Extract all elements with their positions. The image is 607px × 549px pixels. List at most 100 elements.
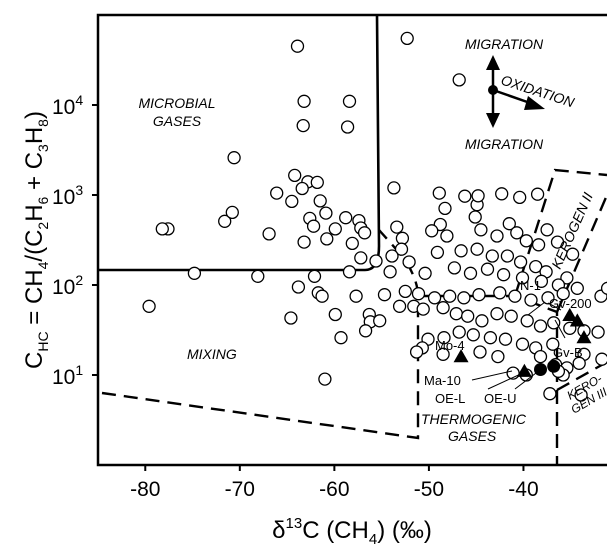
data-point-open-42 (345, 236, 359, 251)
data-point-triangle-2 (562, 307, 578, 321)
data-point-open-108 (416, 302, 430, 316)
data-point-open-101 (328, 307, 342, 322)
data-point-open-126 (498, 332, 513, 346)
data-point-open-104 (358, 324, 373, 338)
migration-bottom-label: MIGRATION (465, 136, 544, 152)
data-point-open-76 (463, 266, 478, 280)
y-tick-label-2: 103 (52, 182, 83, 209)
data-point-open-132 (436, 347, 450, 361)
data-point-open-7 (227, 151, 241, 165)
data-point-open-73 (383, 265, 397, 279)
data-point-open-127 (515, 337, 530, 351)
data-point-open-18 (339, 211, 353, 225)
data-point-open-72 (342, 265, 357, 279)
data-point-open-77 (480, 262, 495, 276)
data-point-open-51 (490, 229, 504, 243)
data-point-open-62 (470, 242, 484, 256)
data-point-triangle-0 (453, 349, 469, 363)
data-point-open-43 (390, 220, 404, 234)
thermogenic-label-line1: THERMOGENIC (421, 411, 527, 427)
microbial-label-line2: GASES (153, 113, 202, 129)
data-point-open-56 (550, 235, 565, 249)
data-point-open-66 (529, 259, 543, 274)
data-point-open-69 (187, 266, 202, 280)
data-point-open-23 (357, 226, 372, 240)
x-tick-label-0: -80 (130, 478, 160, 501)
data-point-open-39 (262, 227, 276, 241)
x-tick-label-1: -70 (225, 478, 255, 501)
data-point-open-88 (377, 288, 392, 302)
data-point-open-25 (458, 189, 472, 203)
data-point-open-29 (513, 190, 527, 205)
y-axis-ticks: 101 102 103 104 (52, 92, 98, 389)
x-tick-label-3: -50 (414, 478, 444, 501)
data-point-open-4 (342, 94, 357, 108)
data-point-open-94 (472, 288, 486, 302)
data-point-open-31 (468, 210, 482, 224)
data-point-open-2 (452, 73, 466, 87)
data-point-open-144 (574, 388, 588, 402)
data-point-open-63 (485, 249, 499, 263)
data-point-open-46 (385, 249, 399, 263)
sample-label-oe-u: OE-U (484, 391, 517, 406)
data-point-open-71 (307, 269, 322, 283)
sample-labels: Mo-4 Ma-10 N-1 Gv-B Gv-200 OE-L OE-U (424, 278, 592, 406)
microbial-label-line1: MICROBIAL (138, 95, 215, 111)
data-point-triangle-3 (576, 330, 592, 344)
data-point-open-38 (225, 205, 239, 220)
data-point-open-149 (600, 281, 607, 295)
data-point-open-65 (513, 255, 528, 269)
data-point-open-32 (530, 187, 545, 201)
migration-oxidation-arrows (486, 55, 545, 128)
data-point-open-93 (457, 291, 471, 305)
data-point-open-53 (519, 234, 533, 248)
kerogen-iii-band (556, 360, 607, 392)
data-point-open-36 (155, 222, 169, 236)
data-point-triangle-4 (569, 313, 585, 327)
data-point-open-6 (340, 120, 355, 134)
data-point-open-129 (546, 337, 560, 351)
data-point-open-117 (547, 316, 561, 330)
data-point-open-147 (595, 352, 607, 366)
data-point-open-133 (473, 345, 487, 359)
sample-label-ma-10: Ma-10 (424, 373, 461, 388)
data-point-open-98 (541, 291, 555, 305)
data-point-open-34 (502, 217, 516, 231)
data-point-open-1 (400, 31, 414, 46)
data-point-open-3 (297, 94, 311, 108)
data-point-open-78 (496, 268, 511, 282)
data-point-open-125 (483, 331, 498, 345)
filled-marker-series (453, 307, 592, 377)
data-point-open-138 (318, 372, 332, 386)
x-tick-label-2: -60 (319, 478, 349, 501)
data-point-open-27 (471, 189, 485, 203)
data-point-open-54 (540, 223, 554, 237)
mixing-label: MIXING (187, 346, 237, 362)
data-point-open-113 (490, 307, 504, 321)
data-point-open-10 (310, 175, 324, 190)
data-point-open-131 (409, 345, 424, 359)
data-point-open-143 (543, 387, 557, 401)
data-point-open-59 (369, 254, 383, 268)
data-point-open-40 (297, 235, 311, 249)
sample-label-n-1: N-1 (520, 278, 541, 293)
data-point-open-14 (285, 194, 299, 209)
data-point-open-37 (218, 214, 232, 228)
data-point-open-50 (474, 223, 488, 237)
data-point-open-115 (520, 314, 534, 328)
data-point-open-123 (452, 325, 466, 339)
data-point-open-60 (430, 245, 445, 260)
data-point-open-48 (425, 224, 439, 238)
data-point-open-100 (284, 311, 298, 325)
data-point-open-109 (436, 301, 450, 315)
sample-label-gv-b: Gv-B (553, 345, 583, 360)
y-tick-label-3: 104 (52, 92, 83, 119)
data-point-open-105 (373, 314, 387, 328)
data-point-open-45 (394, 242, 409, 256)
data-point-open-116 (533, 319, 548, 333)
data-point-open-57 (565, 247, 580, 261)
plot-area (98, 15, 607, 465)
data-point-filled-0 (534, 363, 547, 376)
data-point-open-134 (491, 349, 505, 364)
